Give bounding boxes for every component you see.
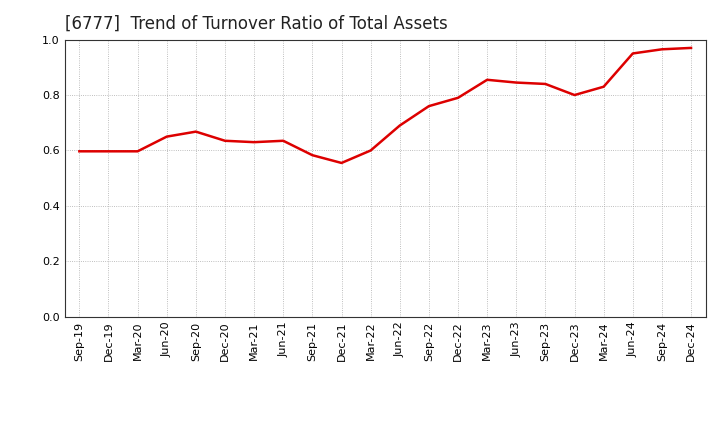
Text: [6777]  Trend of Turnover Ratio of Total Assets: [6777] Trend of Turnover Ratio of Total … [65,15,448,33]
